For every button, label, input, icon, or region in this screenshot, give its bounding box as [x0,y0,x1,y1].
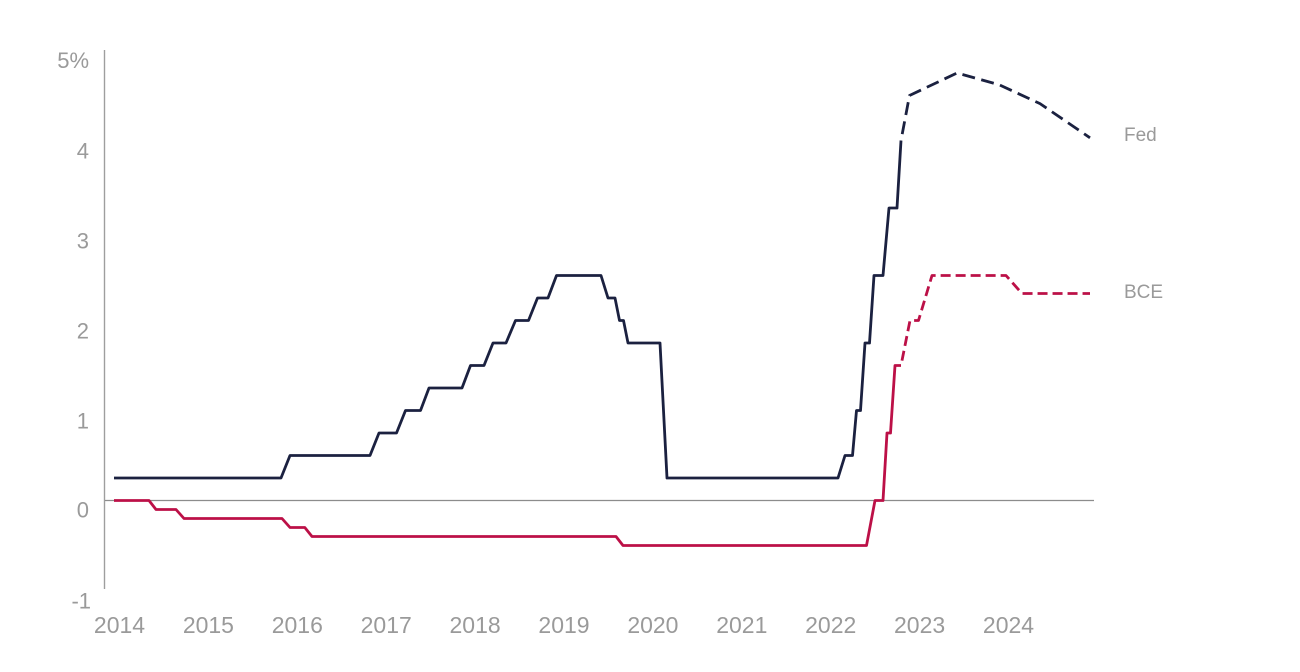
svg-text:2014: 2014 [94,612,145,638]
svg-text:2023: 2023 [894,612,945,638]
svg-text:Fed: Fed [1124,125,1157,146]
svg-text:2016: 2016 [272,612,323,638]
svg-text:0: 0 [77,498,89,523]
svg-text:2021: 2021 [716,612,767,638]
svg-text:1: 1 [77,408,89,433]
svg-text:4: 4 [77,138,89,163]
svg-text:3: 3 [77,228,89,253]
svg-text:BCE: BCE [1124,282,1163,303]
svg-text:2024: 2024 [983,612,1034,638]
svg-text:-1: -1 [71,589,91,614]
svg-text:2019: 2019 [538,612,589,638]
svg-text:2022: 2022 [805,612,856,638]
svg-text:2020: 2020 [627,612,678,638]
svg-text:5%: 5% [57,48,89,73]
svg-text:2015: 2015 [183,612,234,638]
svg-text:2: 2 [77,318,89,343]
svg-text:2017: 2017 [361,612,412,638]
svg-text:2018: 2018 [450,612,501,638]
